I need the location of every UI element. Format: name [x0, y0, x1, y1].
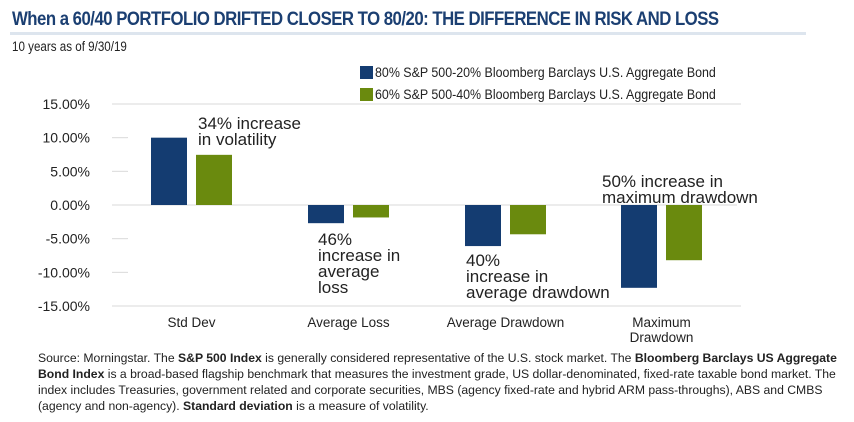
chart-title: When a 60/40 PORTFOLIO DRIFTED CLOSER TO… — [12, 8, 719, 30]
y-tick-label: -10.00% — [38, 264, 90, 280]
bar-60-40 — [353, 205, 389, 218]
annotation-label: average — [318, 262, 379, 281]
footnote-text: is a measure of volatility. — [292, 399, 429, 413]
bar-80-20 — [621, 205, 657, 288]
x-tick-label: Drawdown — [630, 330, 694, 345]
chart-subtitle: 10 years as of 9/30/19 — [12, 39, 127, 54]
annotation-label: maximum drawdown — [602, 188, 758, 207]
footnote-text: is generally considered representative o… — [261, 351, 635, 365]
footnote-text: is a broad-based flagship benchmark that… — [38, 367, 836, 413]
legend-label-60-40: 60% S&P 500-40% Bloomberg Barclays U.S. … — [375, 86, 716, 102]
legend-swatch-60-40 — [360, 87, 373, 101]
y-tick-label: -15.00% — [38, 298, 90, 314]
bar-80-20 — [308, 205, 344, 224]
footnote-term: Standard deviation — [183, 399, 293, 413]
x-tick-label: Average Loss — [307, 315, 390, 330]
annotation-label: loss — [318, 278, 348, 297]
x-tick-label: Maximum — [632, 315, 691, 330]
legend: 80% S&P 500-20% Bloomberg Barclays U.S. … — [360, 61, 745, 105]
annotation-label: 40% — [466, 251, 500, 270]
legend-swatch-80-20 — [360, 65, 373, 79]
bar-80-20 — [465, 205, 501, 247]
annotation-label: 46% — [318, 230, 352, 249]
y-tick-label: -5.00% — [46, 231, 90, 247]
annotation-label: in volatility — [198, 130, 277, 149]
bar-60-40 — [666, 205, 702, 261]
y-tick-label: 15.00% — [43, 96, 90, 112]
footnote-term: S&P 500 Index — [178, 351, 262, 365]
y-tick-label: 5.00% — [50, 163, 90, 179]
footnote-term: Bloomberg Barclays US Aggregate Bond Ind… — [38, 351, 837, 381]
bar-chart: 15.00% 10.00% 5.00% 0.00% -5.00% -10.00% -15.0… — [38, 96, 758, 345]
bar-60-40 — [510, 205, 546, 235]
y-tick-label: 10.00% — [43, 130, 90, 146]
annotation-label: increase in — [466, 267, 548, 286]
annotation-label: increase in — [318, 246, 400, 265]
y-tick-label: 0.00% — [50, 197, 90, 213]
x-tick-label: Average Drawdown — [447, 315, 565, 330]
legend-item-60-40: 60% S&P 500-40% Bloomberg Barclays U.S. … — [360, 83, 745, 105]
annotation-label: 50% increase in — [602, 172, 723, 191]
title-divider — [10, 32, 806, 35]
footnote-text: Source: Morningstar. The — [38, 351, 179, 365]
annotation-label: 34% increase — [198, 114, 301, 133]
x-tick-label: Std Dev — [167, 315, 215, 330]
legend-item-80-20: 80% S&P 500-20% Bloomberg Barclays U.S. … — [360, 61, 745, 83]
bar-80-20 — [151, 137, 187, 205]
legend-label-80-20: 80% S&P 500-20% Bloomberg Barclays U.S. … — [375, 64, 716, 80]
source-footnote: Source: Morningstar. The S&P 500 Index i… — [38, 350, 838, 414]
bar-60-40 — [196, 154, 232, 205]
annotation-label: average drawdown — [466, 283, 610, 302]
